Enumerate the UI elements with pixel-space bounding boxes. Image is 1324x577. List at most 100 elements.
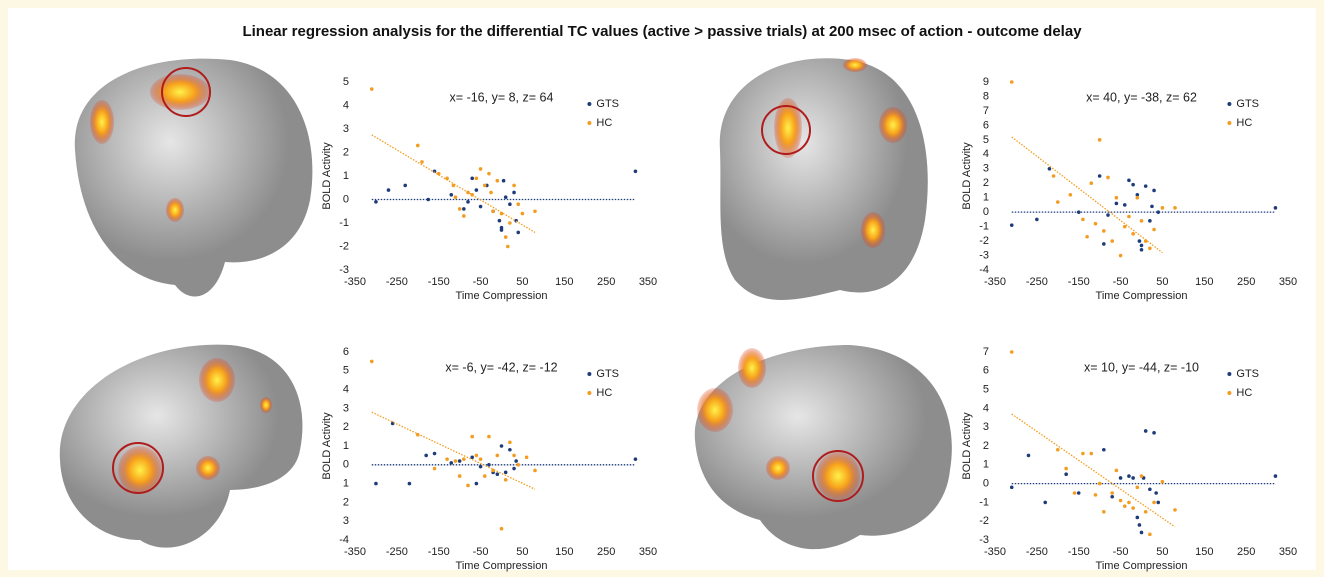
data-point <box>496 472 500 476</box>
data-point <box>1077 210 1081 214</box>
y-tick-label: 0 <box>343 459 349 471</box>
x-axis-label: Time Compression <box>1096 560 1188 572</box>
y-tick-label: 3 <box>343 402 349 414</box>
data-point <box>466 191 470 195</box>
x-tick-label: 350 <box>639 546 657 558</box>
data-point <box>1106 213 1110 217</box>
figure-canvas: Linear regression analysis for the diffe… <box>0 0 1324 577</box>
y-axis-label: BOLD Activity <box>961 142 973 210</box>
legend-label: GTS <box>1236 98 1259 110</box>
data-point <box>458 474 462 478</box>
data-point <box>525 455 529 459</box>
y-tick-label: 1 <box>983 192 989 204</box>
data-point <box>1150 205 1154 209</box>
legend-marker <box>587 121 591 125</box>
data-point <box>504 471 508 475</box>
data-point <box>1064 467 1068 471</box>
data-point <box>462 457 466 461</box>
data-point <box>1140 244 1144 248</box>
data-point <box>452 184 456 188</box>
chart-title: x= 40, y= -38, z= 62 <box>1086 90 1197 104</box>
x-tick-label: 250 <box>1237 546 1255 558</box>
data-point <box>483 474 487 478</box>
data-point <box>424 454 428 458</box>
data-point <box>1123 504 1127 508</box>
data-point <box>504 195 508 199</box>
y-tick-label: 4 <box>343 99 349 111</box>
legend-marker <box>587 102 591 106</box>
y-tick-label: 2 <box>983 177 989 189</box>
data-point <box>1127 179 1131 183</box>
data-point <box>1144 184 1148 188</box>
data-point <box>508 448 512 452</box>
data-point <box>487 463 491 467</box>
data-point <box>1161 206 1165 210</box>
data-point <box>506 245 510 249</box>
data-point <box>454 459 458 463</box>
data-point <box>1119 499 1123 503</box>
x-tick-label: 250 <box>1237 276 1255 288</box>
legend-marker <box>1227 102 1231 106</box>
data-point <box>1140 474 1144 478</box>
data-point <box>1156 210 1160 214</box>
data-point <box>449 193 453 197</box>
x-tick-label: 50 <box>516 546 528 558</box>
x-tick-label: 150 <box>555 276 573 288</box>
y-tick-label: -2 <box>979 515 989 527</box>
x-tick-label: 350 <box>1279 276 1297 288</box>
figure: Linear regression analysis for the diffe… <box>0 0 1324 577</box>
y-tick-label: -1 <box>979 221 989 233</box>
legend-label: HC <box>1236 387 1252 399</box>
data-point <box>487 172 491 176</box>
data-point <box>1140 219 1144 223</box>
chart-title: x= 10, y= -44, z= -10 <box>1084 360 1199 374</box>
data-point <box>496 454 500 458</box>
data-point <box>512 454 516 458</box>
y-tick-label: 1 <box>343 170 349 182</box>
data-point <box>374 482 378 486</box>
x-axis-label: Time Compression <box>456 560 548 572</box>
x-axis-label: Time Compression <box>1096 290 1188 302</box>
y-tick-label: 2 <box>343 421 349 433</box>
data-point <box>1081 452 1085 456</box>
x-tick-label: 250 <box>597 276 615 288</box>
x-tick-label: -350 <box>984 276 1006 288</box>
data-point <box>458 207 462 211</box>
data-point <box>1110 491 1114 495</box>
data-point <box>1098 482 1102 486</box>
chart-title: x= -6, y= -42, z= -12 <box>445 360 557 374</box>
data-point <box>1119 476 1123 480</box>
data-point <box>500 527 504 531</box>
data-point <box>516 463 520 467</box>
data-point <box>1138 523 1142 527</box>
data-point <box>458 459 462 463</box>
data-point <box>1152 189 1156 193</box>
y-axis-label: BOLD Activity <box>321 142 333 210</box>
data-point <box>1010 350 1014 354</box>
data-point <box>1127 501 1131 505</box>
data-point <box>1010 223 1014 227</box>
data-point <box>1077 491 1081 495</box>
legend-marker <box>1227 372 1231 376</box>
y-tick-label: 6 <box>983 365 989 377</box>
data-point <box>1094 222 1098 226</box>
data-point <box>500 226 504 230</box>
data-point <box>1123 203 1127 207</box>
data-point <box>504 478 508 482</box>
data-point <box>1010 486 1014 490</box>
y-tick-label: 2 <box>343 496 349 508</box>
data-point <box>487 435 491 439</box>
legend-label: GTS <box>596 98 619 110</box>
x-tick-label: 50 <box>1156 276 1168 288</box>
y-tick-label: 0 <box>983 206 989 218</box>
data-point <box>1052 174 1056 178</box>
x-tick-label: 50 <box>516 276 528 288</box>
legend-label: HC <box>596 387 612 399</box>
x-tick-label: -50 <box>1113 276 1129 288</box>
x-tick-label: -350 <box>344 276 366 288</box>
data-point <box>1138 239 1142 243</box>
x-tick-label: -350 <box>984 546 1006 558</box>
y-axis-label: BOLD Activity <box>321 412 333 480</box>
data-point <box>370 360 374 364</box>
y-tick-label: 5 <box>983 384 989 396</box>
